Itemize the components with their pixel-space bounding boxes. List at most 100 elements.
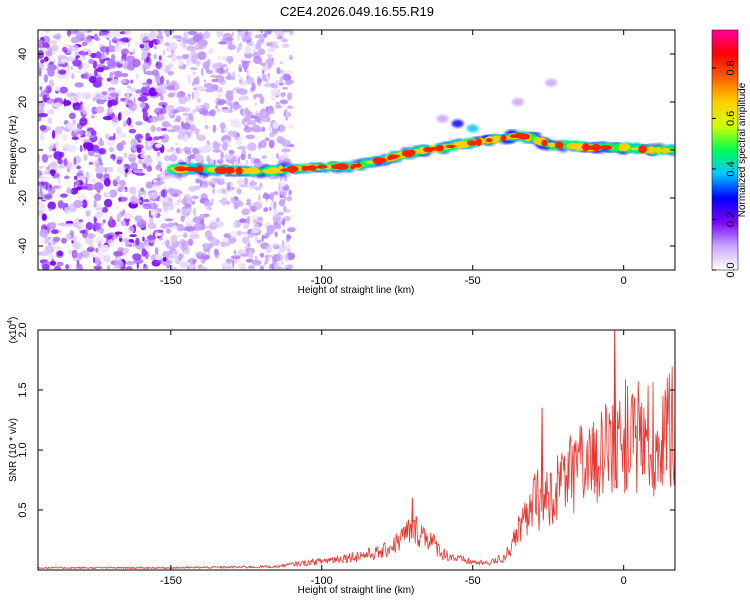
heatmap-noise-cell — [253, 55, 263, 65]
heatmap-noise-cell — [128, 153, 137, 158]
heatmap-noise-cell — [79, 117, 88, 126]
heatmap-noise-cell — [207, 206, 213, 211]
heatmap-noise-cell — [109, 99, 118, 106]
heatmap-noise-cell — [38, 62, 45, 70]
heatmap-noise-cell — [176, 55, 183, 60]
heatmap-noise-cell — [82, 92, 92, 100]
heatmap-noise-cell — [91, 178, 97, 183]
heatmap-noise-cell — [204, 88, 215, 93]
heatmap-noise-cell — [225, 90, 230, 99]
heatmap-noise-cell — [238, 184, 249, 188]
heatmap-ridge-cell — [267, 167, 280, 173]
heatmap-noise-cell — [48, 64, 57, 71]
heatmap-noise-cell — [178, 92, 181, 97]
heatmap-noise-cell — [239, 67, 242, 72]
heatmap-noise-cell — [201, 68, 204, 77]
heatmap-noise-cell — [43, 30, 51, 33]
heatmap-noise-cell — [220, 151, 224, 160]
heatmap-noise-cell — [280, 260, 284, 266]
heatmap-noise-cell — [78, 264, 83, 270]
heatmap-noise-cell — [179, 243, 188, 251]
heatmap-noise-cell — [78, 175, 86, 180]
heatmap-noise-cell — [167, 70, 174, 76]
heatmap-noise-cell — [282, 229, 286, 234]
heatmap-noise-cell — [52, 185, 61, 190]
heatmap-noise-cell — [217, 143, 220, 150]
heatmap-noise-cell — [88, 161, 94, 166]
heatmap-noise-cell — [130, 239, 135, 244]
heatmap-noise-cell — [194, 153, 204, 163]
heatmap-noise-cell — [174, 142, 180, 146]
heatmap-noise-cell — [153, 45, 158, 50]
heatmap-noise-cell — [280, 92, 286, 97]
heatmap-noise-cell — [122, 120, 128, 127]
heatmap-noise-cell — [160, 231, 164, 237]
heatmap-noise-cell — [115, 175, 121, 183]
heatmap-noise-cell — [63, 158, 68, 167]
heatmap-noise-cell — [77, 226, 81, 230]
heatmap-noise-cell — [75, 179, 80, 187]
heatmap-noise-cell — [241, 253, 250, 257]
heatmap-noise-cell — [182, 122, 191, 130]
heatmap-ridge-cell — [235, 166, 243, 175]
heatmap-noise-cell — [127, 37, 133, 41]
heatmap-noise-cell — [144, 145, 153, 151]
heatmap-noise-cell — [111, 30, 122, 38]
heatmap-noise-cell — [133, 93, 140, 98]
heatmap-noise-cell — [246, 42, 255, 47]
heatmap-noise-cell — [55, 140, 60, 149]
heatmap-noise-cell — [158, 237, 163, 241]
heatmap-noise-cell — [209, 109, 216, 117]
heatmap-noise-cell — [221, 242, 232, 247]
heatmap-ridge-cell — [196, 165, 204, 173]
heatmap-noise-cell — [219, 79, 226, 86]
heatmap-noise-cell — [229, 118, 240, 124]
heatmap-noise-cell — [101, 206, 109, 213]
heatmap-noise-cell — [263, 192, 268, 197]
heatmap-noise-cell — [206, 59, 211, 67]
heatmap-noise-cell — [184, 158, 190, 162]
heatmap-noise-cell — [47, 117, 53, 125]
heatmap-noise-cell — [269, 243, 280, 248]
heatmap-noise-cell — [248, 232, 255, 238]
heatmap-noise-cell — [147, 113, 150, 118]
heatmap-noise-cell — [88, 243, 94, 248]
snr-yscale-suffix: ) — [8, 317, 19, 320]
heatmap-noise-cell — [64, 210, 72, 215]
heatmap-noise-cell — [122, 210, 125, 216]
heatmap-noise-cell — [249, 120, 257, 126]
heatmap-noise-cell — [109, 71, 114, 80]
heatmap-noise-cell — [252, 218, 258, 224]
heatmap-noise-cell — [192, 185, 201, 190]
heatmap-noise-cell — [39, 125, 47, 131]
heatmap-noise-cell — [75, 155, 80, 162]
heatmap-noise-cell — [211, 63, 219, 70]
heatmap-noise-cell — [265, 256, 269, 265]
heatmap-noise-cell — [168, 92, 175, 97]
snr-yscale: (x104) — [7, 317, 19, 344]
heatmap-noise-cell — [287, 227, 296, 233]
heatmap-noise-cell — [131, 186, 137, 196]
heatmap-noise-cell — [44, 193, 53, 200]
heatmap-noise-cell — [38, 113, 48, 118]
heatmap-noise-cell — [285, 81, 290, 86]
heatmap-noise-cell — [43, 74, 49, 83]
heatmap-noise-cell — [264, 83, 273, 88]
heatmap-noise-cell — [178, 129, 188, 135]
heatmap-noise-cell — [191, 195, 200, 200]
heatmap-noise-cell — [269, 131, 276, 138]
heatmap-noise-cell — [172, 110, 176, 114]
heatmap-noise-cell — [105, 133, 110, 140]
heatmap-noise-cell — [171, 225, 178, 229]
heatmap-noise-cell — [184, 39, 192, 44]
heatmap-noise-cell — [99, 96, 109, 101]
heatmap-noise-cell — [59, 86, 68, 94]
heatmap-noise-cell — [74, 82, 84, 88]
heatmap-noise-cell — [216, 179, 221, 185]
heatmap-noise-cell — [177, 234, 186, 238]
heatmap-noise-cell — [287, 265, 292, 270]
heatmap-noise-cell — [285, 233, 291, 243]
heatmap-noise-cell — [203, 31, 211, 39]
heatmap-noise-cell — [62, 132, 68, 142]
heatmap-noise-cell — [237, 179, 244, 186]
